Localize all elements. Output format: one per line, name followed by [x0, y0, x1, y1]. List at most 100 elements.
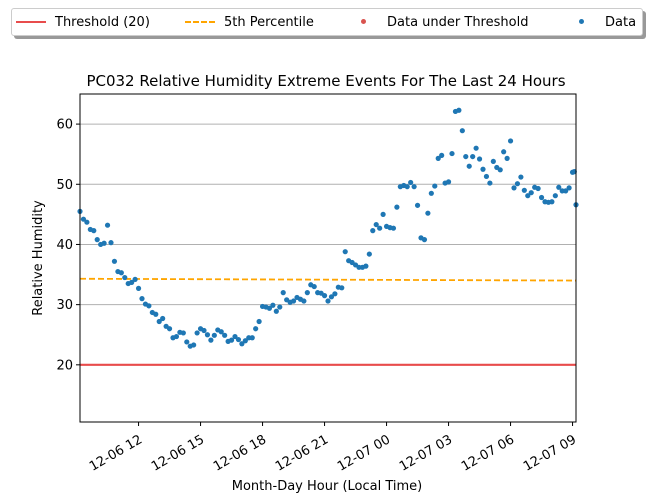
data-point	[456, 107, 462, 113]
legend-label-threshold: Threshold (20)	[55, 14, 150, 30]
y-axis-label: Relative Humidity	[31, 200, 46, 316]
data-point	[253, 326, 259, 332]
data-point	[104, 222, 111, 228]
legend-label-percentile: 5th Percentile	[224, 14, 314, 30]
data-point	[304, 290, 310, 296]
x-axis-label: Month-Day Hour (Local Time)	[232, 479, 422, 494]
data-point	[232, 333, 238, 340]
data-point	[466, 163, 472, 169]
data-point	[501, 149, 507, 155]
data-point	[342, 249, 348, 255]
data-point	[507, 138, 514, 144]
data-point	[180, 330, 186, 336]
data-point	[504, 155, 510, 161]
data-point	[476, 156, 483, 162]
data-point	[511, 185, 517, 191]
data-point	[408, 179, 414, 186]
x-tick-label: 12-06 15	[149, 432, 207, 474]
data-point	[394, 204, 400, 210]
data-point	[325, 298, 331, 304]
data-point	[321, 293, 328, 299]
x-tick-label: 12-07 00	[335, 432, 393, 474]
data-point	[166, 326, 173, 332]
data-point	[194, 330, 200, 336]
data-point	[139, 296, 145, 302]
data-point	[249, 335, 255, 341]
data-point	[421, 237, 428, 243]
data-point	[101, 240, 107, 246]
data-point	[445, 179, 452, 185]
data-point	[470, 153, 476, 160]
data-point	[463, 153, 469, 160]
legend-key-threshold	[16, 9, 46, 35]
data-point	[256, 318, 262, 325]
legend-key-under-threshold	[348, 9, 378, 35]
legend-key-percentile	[185, 9, 215, 35]
data-point	[490, 158, 496, 165]
data-point	[301, 298, 307, 304]
data-point	[211, 332, 217, 338]
data-point	[404, 184, 410, 190]
data-point	[108, 240, 114, 246]
data-point	[483, 173, 490, 180]
chart-title: PC032 Relative Humidity Extreme Events F…	[86, 72, 565, 90]
data-point	[535, 185, 541, 192]
data-point	[280, 290, 286, 296]
gridlines	[80, 123, 576, 366]
x-tick-label: 12-07 06	[459, 432, 517, 474]
y-tick-label: 50	[56, 178, 73, 193]
data-point	[428, 190, 434, 196]
data-point	[377, 225, 383, 231]
data-point	[218, 329, 224, 335]
x-tick-label: 12-06 18	[211, 432, 269, 474]
data-point	[184, 339, 190, 345]
data-point	[363, 263, 369, 269]
y-tick-label: 20	[56, 358, 73, 373]
x-tick-label: 12-06 21	[273, 432, 331, 474]
x-tick-label: 12-07 03	[397, 432, 455, 474]
data-point	[204, 332, 211, 338]
data-point	[191, 342, 197, 348]
percentile-layer	[79, 277, 577, 282]
data-point	[411, 184, 417, 190]
data-point	[173, 333, 180, 340]
data-point	[91, 228, 97, 234]
legend-label-under-threshold: Data under Threshold	[387, 14, 529, 30]
data-point	[487, 180, 493, 186]
data-point	[449, 150, 455, 157]
legend: Threshold (20) 5th Percentile Data under…	[11, 8, 643, 36]
data-point	[118, 270, 124, 276]
data-point	[366, 251, 372, 257]
x-axis: 12-06 12 12-06 15 12-06 18 12-06 21 12-07 00…	[87, 422, 579, 475]
legend-item-data: Data	[566, 9, 636, 35]
data-point	[277, 304, 283, 310]
legend-label-data: Data	[605, 14, 637, 30]
data-point	[439, 152, 445, 158]
data-point	[156, 318, 162, 325]
data-point	[84, 219, 90, 225]
data-point	[242, 338, 248, 344]
data-point	[266, 305, 273, 311]
data-point	[480, 166, 486, 172]
y-tick-label: 40	[56, 238, 73, 253]
legend-item-percentile: 5th Percentile	[185, 9, 314, 35]
data-point	[390, 225, 397, 231]
data-point	[538, 194, 545, 201]
data-point	[129, 279, 135, 285]
legend-item-under-threshold: Data under Threshold	[348, 9, 528, 35]
data-point	[514, 181, 521, 187]
data-point	[473, 145, 479, 151]
data-point	[235, 336, 242, 343]
data-point	[521, 187, 527, 193]
data-point	[432, 183, 438, 189]
data-point	[228, 337, 235, 343]
data-point	[339, 285, 345, 291]
y-axis: 20 30 40 50 60	[56, 118, 80, 373]
data-point	[135, 285, 142, 291]
data-point	[311, 283, 317, 290]
data-point	[146, 303, 152, 309]
data-point	[373, 221, 379, 228]
data-point	[556, 184, 562, 190]
data-point	[122, 274, 128, 281]
